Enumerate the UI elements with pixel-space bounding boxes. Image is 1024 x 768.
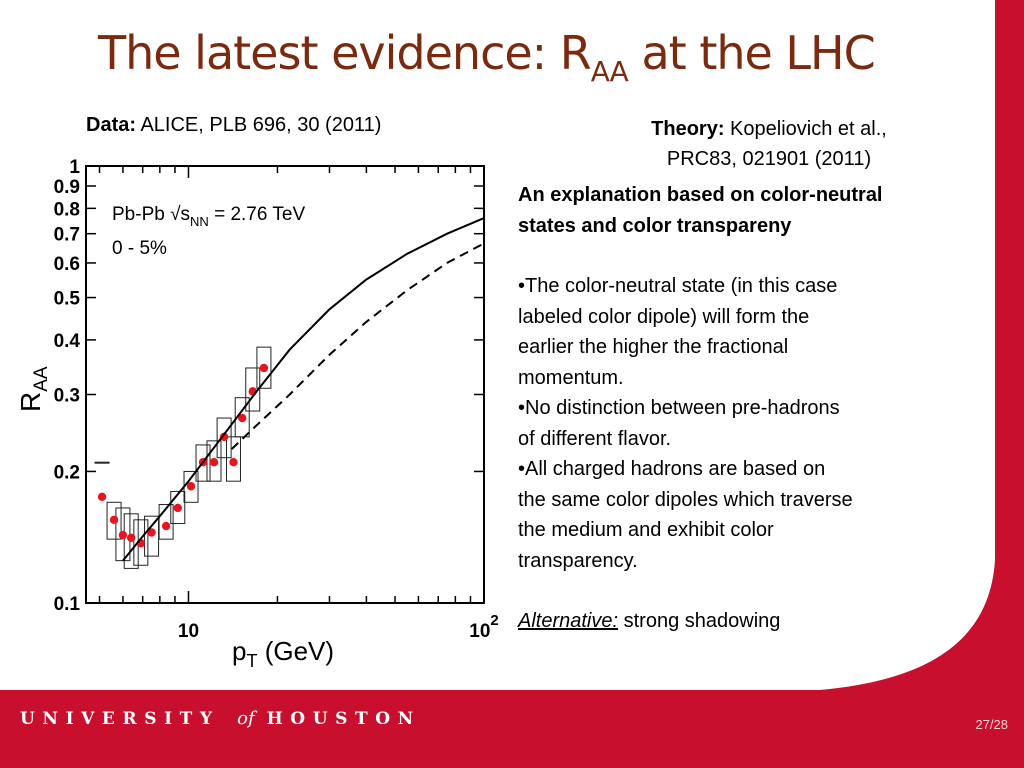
title-subscript: AA — [590, 55, 629, 88]
systematic-error-box — [216, 417, 232, 459]
data-point — [229, 457, 238, 467]
y-tick-label: 0.9 — [54, 177, 80, 198]
bullet-2-line-1: •No distinction between pre-hadrons — [518, 397, 840, 419]
bullet-1-line-1: •The color-neutral state (in this case — [518, 275, 838, 297]
data-point — [109, 515, 119, 525]
data-point — [118, 530, 128, 540]
data-point — [97, 492, 107, 501]
bullet-3-line-2: the same color dipoles which traverse — [518, 488, 853, 511]
theory-curve-solid — [122, 217, 485, 562]
x-tick-label: 102 — [469, 612, 498, 642]
data-point — [186, 482, 196, 491]
explanation-heading-line-1: An explanation based on color-neutral — [518, 184, 883, 206]
bullet-1-line-3: earlier the higher the fractional — [518, 336, 789, 358]
bullet-3-line-4: transparency. — [518, 549, 638, 572]
explanation-heading-line-2: states and color transpareny — [518, 214, 792, 237]
systematic-error-box — [256, 346, 272, 389]
theory-reference: Kopeliovich et al., — [724, 118, 887, 140]
plot-frame — [85, 165, 485, 604]
theory-curve-dashed — [231, 242, 485, 450]
title-main: The latest evidence: R — [98, 26, 592, 80]
systematic-error-box — [106, 501, 122, 540]
explanation-panel: An explanation based on color-neutral st… — [518, 180, 998, 637]
data-point — [219, 432, 229, 442]
footer-bar — [0, 690, 1024, 768]
data-point — [209, 457, 219, 467]
raa-chart: 0.1 0.2 0.3 0.4 0.5 0.6 0.7 0.80.91 10 102 pT (GeV… — [15, 157, 499, 671]
systematic-error-box — [170, 490, 186, 525]
alternative-line: Alternative: strong shadowing — [518, 606, 998, 637]
y-tick-label: 0.6 — [54, 254, 80, 275]
alternative-text: strong shadowing — [618, 610, 781, 632]
y-tick-label: 0.4 — [54, 331, 81, 352]
y-tick-label: 0.2 — [54, 462, 80, 483]
annotation-centrality: 0 - 5% — [112, 238, 167, 259]
systematic-error-box — [133, 519, 149, 566]
bullet-1-line-2: labeled color dipole) will form the — [518, 305, 810, 328]
data-label: Data: — [86, 114, 137, 136]
bullet-3-line-1: •All charged hadrons are based on — [518, 458, 826, 480]
data-reference: ALICE, PLB 696, 30 (2011) — [136, 114, 382, 136]
x-axis-label: pT (GeV) — [232, 636, 334, 671]
theory-label: Theory: — [651, 118, 725, 140]
data-point — [173, 503, 182, 513]
theory-line-1: Theory: Kopeliovich et al., — [596, 114, 942, 144]
systematic-error-box — [94, 461, 110, 464]
theory-line-2: PRC83, 021901 (2011) — [666, 148, 872, 170]
data-point — [127, 533, 136, 542]
y-tick-label: 0.5 — [54, 289, 81, 310]
data-point — [147, 528, 156, 537]
bullet-2-line-2: of different flavor. — [518, 427, 672, 450]
y-tick-label: 0.8 — [54, 199, 80, 220]
data-point — [259, 363, 269, 373]
page-number: 27/28 — [975, 717, 1008, 732]
university-logo: UNIVERSITY of HOUSTON — [20, 708, 421, 729]
theory-citation: Theory: Kopeliovich et al., PRC83, 02190… — [596, 114, 942, 174]
logo-houston: HOUSTON — [266, 709, 421, 729]
alternative-label: Alternative: — [518, 610, 619, 632]
bullet-3-line-3: the medium and exhibit color — [518, 519, 774, 541]
data-point — [161, 521, 171, 531]
y-axis-label: RAA — [15, 366, 52, 412]
logo-of: of — [237, 708, 255, 729]
y-tick-label: 0.1 — [54, 594, 81, 615]
data-citation: Data: ALICE, PLB 696, 30 (2011) — [86, 114, 381, 137]
systematic-error-box — [245, 367, 261, 412]
slide-title: The latest evidence: RAA at the LHC — [98, 30, 876, 86]
systematic-error-box — [225, 436, 241, 482]
bullet-1-line-4: momentum. — [518, 366, 624, 389]
logo-university: UNIVERSITY — [20, 709, 220, 729]
systematic-error-box — [158, 504, 174, 540]
x-tick-label: 10 — [178, 621, 199, 642]
annotation-system: Pb-Pb √sNN = 2.76 TeV — [112, 204, 305, 229]
systematic-error-box — [144, 515, 160, 557]
title-tail: at the LHC — [627, 26, 875, 80]
y-tick-label: 1 — [69, 157, 80, 178]
y-tick-label: 0.7 — [54, 225, 80, 246]
data-point — [238, 413, 247, 423]
systematic-error-box — [234, 397, 250, 438]
y-tick-label: 0.3 — [54, 385, 80, 406]
